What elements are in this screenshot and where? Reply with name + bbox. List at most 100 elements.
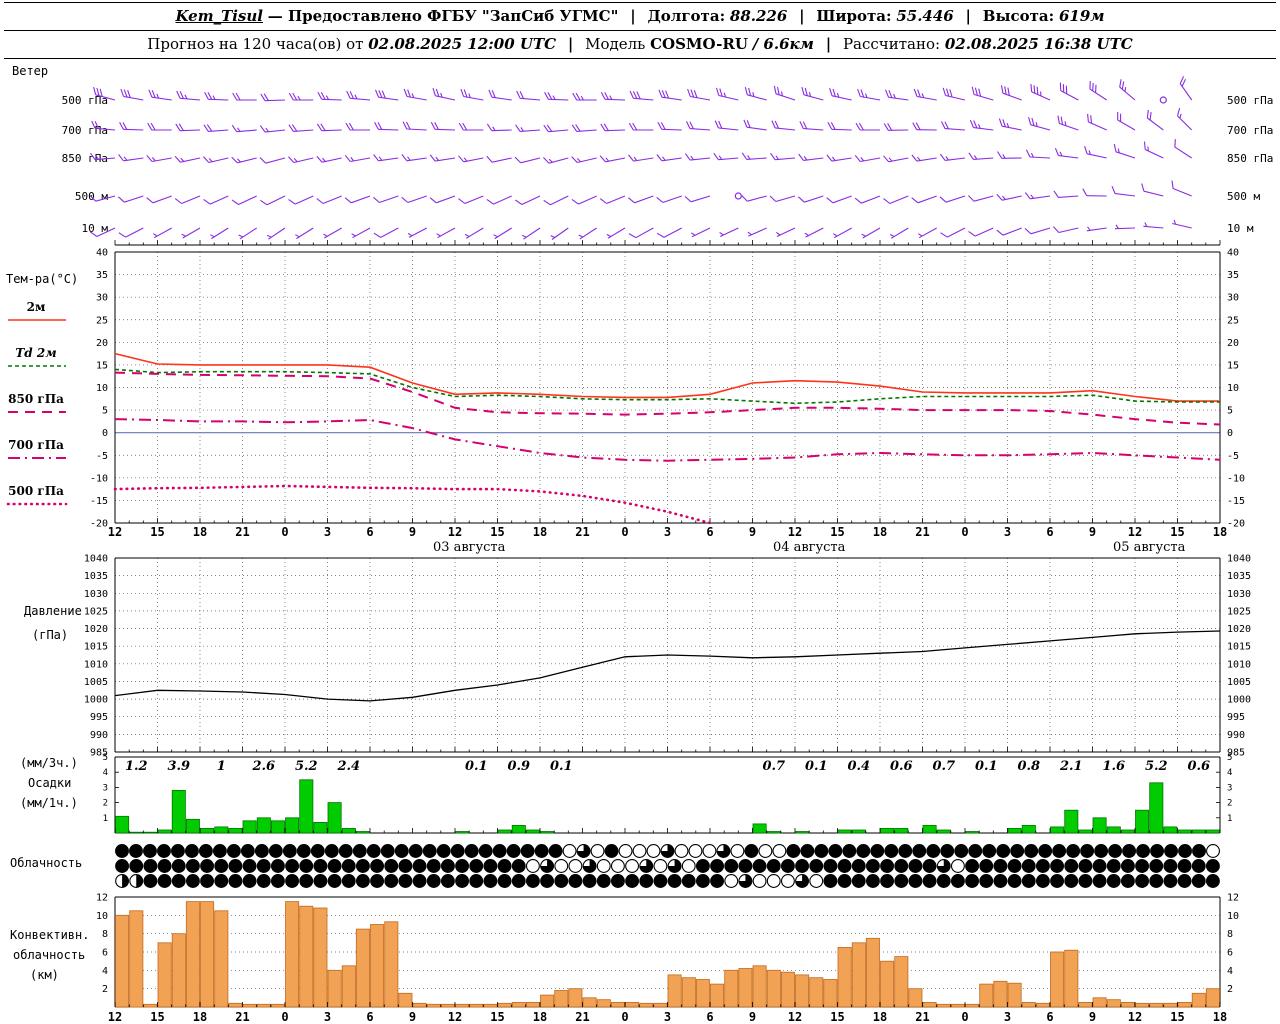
wind-barb [543, 195, 569, 206]
wind-barb [1053, 190, 1079, 198]
cloud-symbol-fill [996, 844, 1010, 858]
conv-bar [228, 1002, 243, 1008]
precip-bar [270, 820, 285, 834]
wind-barb [1117, 112, 1136, 131]
precip-bar [1177, 829, 1192, 834]
conv-bar [242, 1003, 257, 1008]
precip-ytick: 3 [103, 783, 108, 793]
conv-bar [1035, 1002, 1050, 1008]
cloud-symbol [674, 844, 689, 858]
wind-barb [827, 121, 852, 131]
wind-barb [657, 121, 682, 131]
wind-barb [629, 90, 654, 101]
cloud-symbol-fill [1150, 844, 1164, 858]
temp-series-1 [114, 368, 1220, 405]
lon-label: Долгота: [647, 7, 726, 25]
pressure-ytick: 1040 [1227, 554, 1251, 565]
x-tick-label: 15 [490, 1010, 504, 1024]
wind-barb [323, 227, 342, 239]
conv-bar [115, 914, 130, 1008]
wind-barb [857, 88, 881, 101]
cloud-symbol [681, 859, 696, 873]
cloud-symbol-fill [654, 874, 667, 888]
x-tick-label: 18 [193, 1010, 207, 1024]
pressure-ytick: 1035 [1227, 571, 1251, 582]
x-tick-label: 18 [193, 525, 207, 539]
temp-ytick: 25 [1227, 315, 1239, 326]
wind-barb [744, 86, 767, 101]
temp-series-2 [114, 371, 1221, 426]
wind-barb [684, 153, 711, 161]
cloud-symbol-fill [285, 859, 299, 873]
cloud-symbol-fill [814, 844, 828, 858]
cloud-symbol-fill [399, 859, 412, 873]
precip-sum-label: 2.1 [1059, 759, 1083, 774]
wind-barb [775, 227, 796, 237]
precip-ytick: 1 [1227, 814, 1232, 824]
conv-bar [540, 994, 555, 1008]
x-tick-label: 3 [1004, 525, 1011, 539]
wind-barb [464, 227, 484, 239]
model-resolution: / 6.6км [752, 35, 814, 53]
cloud-symbol-fill [1135, 874, 1149, 888]
conv-bar [1050, 951, 1065, 1008]
cloud-symbol-fill [186, 874, 200, 888]
cloud-symbol-fill [413, 874, 426, 888]
wind-barb [628, 227, 654, 239]
precip-bar [1106, 826, 1121, 834]
wind-barb [599, 155, 626, 163]
cloud-symbol-fill [1093, 874, 1106, 888]
cloud-symbol-fill [1107, 874, 1121, 888]
x-tick-label: 3 [664, 1010, 671, 1024]
wind-level-label: 500 м [1227, 190, 1260, 203]
cloud-symbol-fill [1022, 859, 1036, 873]
wind-barb [202, 156, 229, 164]
precip-sum-label: 0.9 [507, 759, 530, 774]
separator: | [567, 35, 574, 53]
wind-barb [771, 120, 796, 131]
wind-barb [147, 122, 172, 131]
precip-title-3: (мм/1ч.) [20, 796, 78, 810]
wind-barb [515, 124, 541, 132]
precip-ytick: 2 [1227, 799, 1232, 809]
conv-ytick: 12 [1227, 893, 1239, 904]
conv-bar [625, 1002, 640, 1008]
wind-barb [769, 195, 796, 203]
wind-barb [1119, 79, 1136, 101]
wind-barb [374, 121, 399, 131]
pressure-panel: 985 985 990 990 995 995 1000 1000 1005 1005 1010 10… [84, 554, 1251, 759]
wind-barb [801, 86, 824, 101]
cloud-panel-title: Облачность [10, 856, 83, 870]
cloud-symbol-fill [1164, 844, 1178, 858]
cloud-symbol-fill [940, 844, 954, 858]
cloud-symbol-fill [1108, 844, 1122, 858]
wind-barb [486, 195, 512, 205]
wind-barb [971, 86, 994, 101]
wind-barb [493, 227, 512, 240]
cloud-symbol-fill [214, 874, 228, 888]
precip-bar [1078, 829, 1093, 834]
precip-sum-label: 0.7 [762, 759, 785, 774]
cloud-symbol-fill [923, 874, 936, 888]
cloud-symbol-fill [255, 844, 269, 858]
cloud-symbol-fill [1149, 859, 1163, 873]
precip-ytick: 5 [1227, 753, 1232, 763]
cloud-symbol-fill [856, 844, 870, 858]
cloud-symbol-fill [271, 859, 285, 873]
conv-bar [610, 1002, 625, 1008]
conv-bar [469, 1003, 484, 1008]
cloud-symbol-fill [512, 874, 526, 888]
cloud-symbol-fill [1008, 859, 1021, 873]
cloud-symbol-fill [838, 859, 851, 873]
conv-bar [157, 942, 172, 1008]
precip-bar [766, 831, 781, 834]
temp-ytick: 35 [1227, 270, 1239, 281]
wind-level-label: 10 м [1227, 222, 1254, 235]
cloud-symbol-fill [185, 844, 199, 858]
pressure-ytick: 1015 [84, 642, 108, 653]
cloud-symbol-fill [1121, 874, 1135, 888]
temp-ytick: 15 [1227, 360, 1239, 371]
cloud-symbol-fill [200, 859, 214, 873]
pressure-ytick: 1030 [84, 589, 108, 600]
cloud-symbol-fill [569, 874, 582, 888]
